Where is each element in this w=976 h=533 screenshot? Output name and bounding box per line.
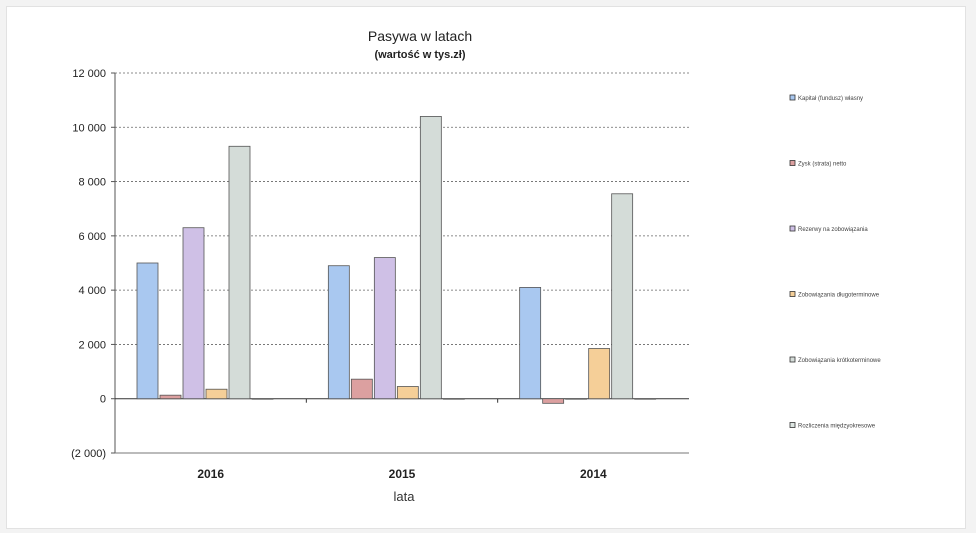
y-tick-label: (2 000)	[71, 448, 106, 460]
bar	[542, 398, 565, 404]
y-tick-label: 12 000	[72, 68, 106, 80]
x-axis-label: lata	[394, 489, 416, 504]
legend-swatch	[789, 356, 796, 363]
legend-swatch	[789, 94, 796, 101]
y-tick-label: 6 000	[78, 231, 106, 243]
legend: Kapitał (fundusz) własny Zysk (strata) ne…	[789, 94, 881, 430]
y-tick-labels: (2 000) 0 2 000 4 000 6 000 8 000 10 000 12 000	[71, 68, 106, 460]
bar-layer	[136, 116, 657, 404]
x-tick-label: 2015	[389, 467, 416, 481]
bar	[634, 398, 657, 400]
bar	[136, 262, 159, 400]
y-tick-label: 10 000	[72, 122, 106, 134]
legend-label: Zobowiązania krótkoterminowe	[798, 358, 881, 364]
chart-svg: Pasywa w latach (wartość w tys.zł) (2 00…	[71, 28, 881, 504]
legend-swatch	[789, 160, 796, 166]
chart-title: Pasywa w latach	[368, 28, 472, 44]
legend-swatch	[789, 291, 796, 297]
bar	[350, 378, 373, 400]
bar	[611, 193, 634, 400]
bar	[159, 394, 182, 400]
y-tick-label: 2 000	[78, 339, 106, 351]
legend-label: Kapitał (fundusz) własny	[798, 96, 863, 102]
bar	[519, 287, 542, 400]
y-tick-label: 4 000	[78, 285, 106, 297]
chart-subtitle: (wartość w tys.zł)	[374, 49, 465, 61]
bar	[419, 116, 442, 400]
bar	[442, 398, 465, 400]
bar	[251, 398, 274, 400]
x-tick-label: 2016	[197, 467, 224, 481]
bar	[228, 145, 251, 400]
chart-frame: Pasywa w latach (wartość w tys.zł) (2 00…	[6, 6, 966, 529]
bar	[205, 388, 228, 400]
legend-label: Zobowiązania długoterminowe	[798, 293, 880, 299]
legend-swatch	[789, 225, 796, 232]
legend-label: Zysk (strata) netto	[798, 162, 847, 168]
bar	[588, 348, 611, 400]
y-tick-label: 0	[100, 394, 106, 406]
bar	[373, 257, 396, 400]
y-tick-label: 8 000	[78, 177, 106, 189]
bar	[327, 265, 350, 400]
legend-swatch	[789, 422, 796, 428]
x-tick-label: 2014	[580, 467, 607, 481]
x-tick-labels: 2016 2015 2014	[197, 467, 607, 481]
legend-label: Rozliczenia międzyokresowe	[798, 424, 876, 430]
bar	[182, 227, 205, 400]
legend-label: Rezerwy na zobowiązania	[798, 227, 868, 233]
bar	[565, 398, 588, 400]
bar	[396, 386, 419, 400]
